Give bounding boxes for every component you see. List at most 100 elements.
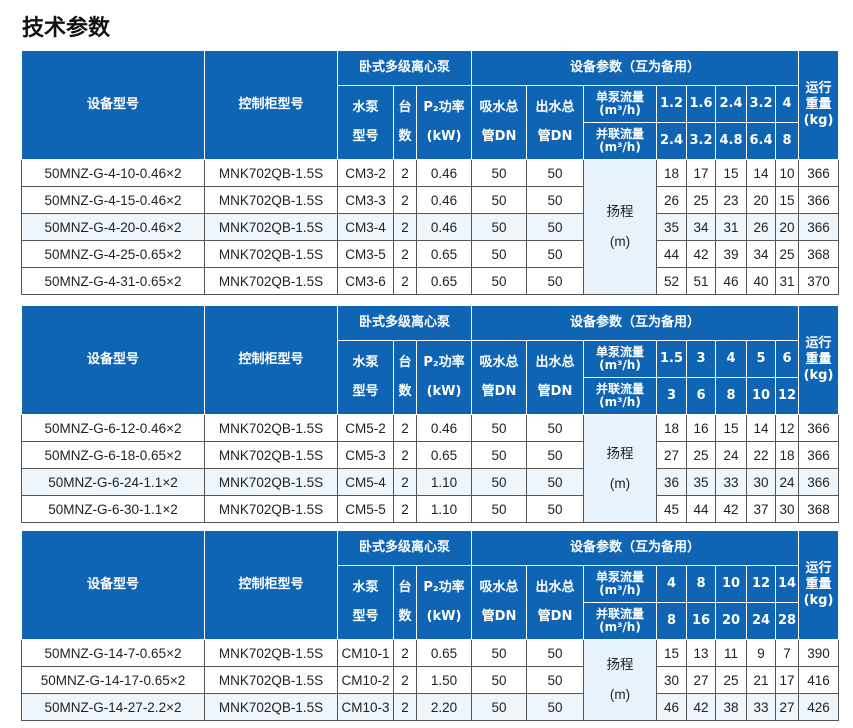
- col-outlet: 出水总 管DN: [526, 85, 584, 160]
- group-pump: 卧式多级离心泵: [337, 305, 472, 341]
- single-flow-value: 3.2: [746, 85, 776, 123]
- cell: 0.65: [416, 240, 472, 268]
- head-value: 25: [686, 186, 716, 214]
- header-text: 管DN: [481, 128, 517, 144]
- cell: MNK702QB-1.5S: [204, 666, 338, 694]
- header-text: 并联流量: [595, 127, 644, 142]
- head-label: 扬程 (m): [583, 639, 657, 721]
- table-row: 50MNZ-G-4-20-0.46×2 MNK702QB-1.5S CM3-4 2 0.…: [21, 213, 840, 241]
- cell: 50: [471, 441, 527, 469]
- header-text: (m³/h): [599, 358, 641, 372]
- single-flow-value: 14: [774, 565, 800, 603]
- cell: MNK702QB-1.5S: [204, 639, 338, 667]
- head-value: 36: [656, 468, 687, 496]
- head-value: 42: [686, 693, 716, 721]
- header-text: 水泵: [352, 354, 379, 370]
- col-parallel-flow: 并联流量 (m³/h): [583, 122, 657, 160]
- value: 24: [751, 612, 771, 628]
- parallel-flow-value: 24: [746, 602, 776, 640]
- head-value: 16: [686, 414, 716, 442]
- header-text: 台: [398, 354, 412, 370]
- header-text: (m³/h): [599, 140, 641, 154]
- head-value: 18: [656, 414, 687, 442]
- head-value: 17: [686, 159, 716, 187]
- cell: 50: [526, 468, 584, 496]
- col-model: 设备型号: [21, 50, 205, 160]
- col-inlet: 吸水总 管DN: [471, 85, 527, 160]
- head-label: 扬程 (m): [583, 159, 657, 295]
- cell: 0.65: [416, 441, 472, 469]
- parallel-flow-value: 8: [715, 377, 747, 415]
- head-value: 7: [774, 639, 800, 667]
- header-text: 出水总: [535, 579, 575, 595]
- cell: MNK702QB-1.5S: [204, 159, 338, 187]
- cell: 2: [393, 267, 417, 295]
- head-value: 37: [746, 495, 776, 523]
- value: 10: [751, 387, 771, 403]
- head-value: 31: [715, 213, 747, 241]
- header-text: 运行: [805, 560, 832, 576]
- cell: 50: [526, 693, 584, 721]
- head-value: 46: [656, 693, 687, 721]
- cell: MNK702QB-1.5S: [204, 186, 338, 214]
- single-flow-value: 4: [656, 565, 687, 603]
- header-text: 单泵流量: [595, 90, 644, 105]
- col-single-flow: 单泵流量 (m³/h): [583, 85, 657, 123]
- cell: MNK702QB-1.5S: [204, 213, 338, 241]
- head-value: 21: [746, 666, 776, 694]
- head-value: 25: [686, 441, 716, 469]
- col-count: 台数: [393, 565, 417, 640]
- weight-value: 416: [798, 666, 840, 694]
- table-row: 50MNZ-G-4-25-0.65×2 MNK702QB-1.5S CM3-5 2 0.…: [21, 240, 840, 268]
- header-text: 数: [398, 128, 412, 144]
- cell: MNK702QB-1.5S: [204, 441, 338, 469]
- header-text: 设备参数（互为备用）: [570, 539, 701, 555]
- weight-value: 368: [798, 240, 840, 268]
- cell: 2: [393, 213, 417, 241]
- table-row: 50MNZ-G-6-24-1.1×2 MNK702QB-1.5S CM5-4 2 1.1…: [21, 468, 840, 496]
- col-power: P₂功率 (kW): [416, 85, 472, 160]
- cell: 50: [471, 213, 527, 241]
- header-text: P₂功率: [423, 579, 465, 595]
- header-text: (m³/h): [599, 620, 641, 634]
- col-cabinet: 控制柜型号: [204, 530, 338, 640]
- header-text: 型号: [352, 128, 379, 144]
- col-model: 设备型号: [21, 305, 205, 415]
- header-text: 吸水总: [479, 579, 519, 595]
- parallel-flow-value: 2.4: [656, 122, 687, 160]
- header-text: 控制柜型号: [238, 96, 304, 112]
- head-value: 27: [656, 441, 687, 469]
- value: 1.2: [659, 95, 684, 111]
- header-text: (m³/h): [599, 395, 641, 409]
- head-value: 51: [686, 267, 716, 295]
- header-text: 控制柜型号: [238, 576, 304, 592]
- cell: CM10-3: [337, 693, 394, 721]
- value: 6: [696, 387, 706, 403]
- header-text: 管DN: [537, 128, 573, 144]
- cell: 50: [526, 240, 584, 268]
- header-text: 型号: [352, 608, 379, 624]
- col-weight: 运行 重量 (kg): [798, 530, 840, 640]
- cell: MNK702QB-1.5S: [204, 414, 338, 442]
- head-value: 33: [715, 468, 747, 496]
- cell: 2: [393, 240, 417, 268]
- header-text: 卧式多级离心泵: [358, 539, 450, 555]
- value: 10: [721, 575, 741, 591]
- cell: 50: [471, 240, 527, 268]
- parallel-flow-value: 16: [686, 602, 716, 640]
- cell: 2: [393, 441, 417, 469]
- group-params: 设备参数（互为备用）: [470, 305, 800, 341]
- header-text: 运行: [805, 335, 832, 351]
- col-inlet: 吸水总 管DN: [471, 565, 527, 640]
- head-value: 24: [715, 441, 747, 469]
- head-value: 42: [715, 495, 747, 523]
- header-text: 出水总: [535, 354, 575, 370]
- header-text: 设备参数（互为备用）: [570, 59, 701, 75]
- head-value: 38: [715, 693, 747, 721]
- header-text: 并联流量: [595, 607, 644, 622]
- single-flow-value: 6: [774, 340, 800, 378]
- header-text: 扬程: [606, 657, 634, 673]
- head-value: 45: [656, 495, 687, 523]
- head-value: 40: [746, 267, 776, 295]
- head-value: 25: [774, 240, 800, 268]
